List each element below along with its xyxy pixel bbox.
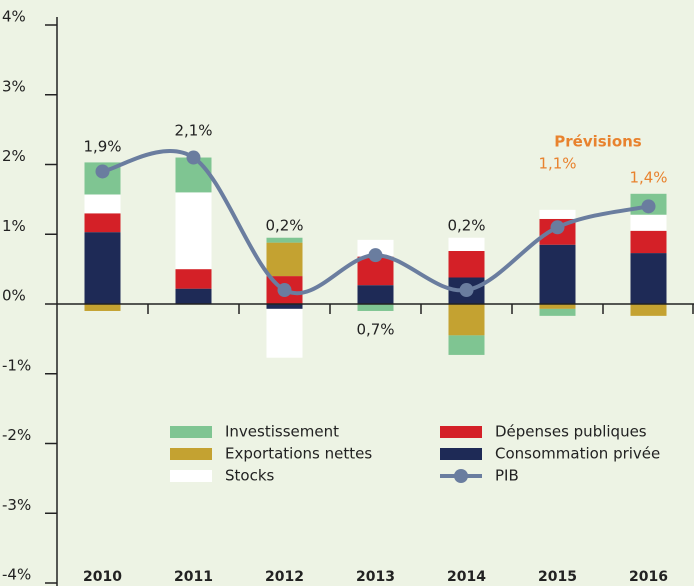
y-tick-label: 2% — [2, 147, 26, 165]
x-tick-label: 2012 — [265, 569, 304, 585]
bar-segment — [630, 304, 667, 316]
legend-swatch — [170, 470, 212, 482]
annotation: Prévisions — [554, 133, 642, 151]
y-tick-label: -4% — [2, 566, 31, 584]
line-marker — [277, 283, 292, 298]
bar-segment — [539, 244, 576, 304]
x-tick-label: 2016 — [629, 569, 668, 585]
bar-segment — [630, 214, 667, 231]
bar-segment — [357, 285, 394, 304]
legend-swatch — [440, 426, 482, 438]
bar-segment — [266, 242, 303, 277]
value-label: 0,2% — [447, 217, 485, 235]
bar-segment — [448, 237, 485, 251]
bar-segment — [266, 304, 303, 309]
bar-segment — [448, 304, 485, 336]
line-marker — [95, 164, 110, 179]
bar-segment — [630, 230, 667, 254]
x-tick-label: 2010 — [83, 569, 122, 585]
bar-segment — [84, 232, 121, 304]
bar-segment — [539, 209, 576, 219]
bar-segment — [357, 304, 394, 311]
value-label: 1,4% — [629, 169, 667, 187]
x-tick-label: 2013 — [356, 569, 395, 585]
x-tick-label: 2014 — [447, 569, 486, 585]
bar-segment — [175, 192, 212, 270]
line-marker — [368, 248, 383, 263]
legend-swatch — [454, 469, 468, 483]
y-tick-label: -1% — [2, 356, 31, 374]
legend-label: PIB — [495, 467, 519, 485]
legend-label: Exportations nettes — [225, 445, 372, 463]
y-tick-label: -2% — [2, 426, 31, 444]
x-tick-label: 2015 — [538, 569, 577, 585]
bar-segment — [539, 304, 576, 309]
line-marker — [641, 199, 656, 214]
x-tick-label: 2011 — [174, 569, 213, 585]
bar-segment — [539, 308, 576, 316]
bar-segment — [84, 304, 121, 311]
value-label: 0,7% — [356, 321, 394, 339]
bar-segment — [448, 250, 485, 278]
value-label: 1,9% — [83, 138, 121, 156]
legend-label: Consommation privée — [495, 445, 660, 463]
legend-swatch — [440, 448, 482, 460]
legend-label: Stocks — [225, 467, 275, 485]
value-label: 1,1% — [538, 155, 576, 173]
bar-segment — [266, 308, 303, 358]
y-tick-label: 3% — [2, 77, 26, 95]
y-tick-label: 0% — [2, 287, 26, 305]
bar-segment — [175, 269, 212, 289]
bar-segment — [448, 335, 485, 355]
bar-segment — [266, 237, 303, 243]
value-label: 0,2% — [265, 217, 303, 235]
bar-segment — [630, 253, 667, 304]
y-tick-label: 1% — [2, 217, 26, 235]
legend-swatch — [170, 448, 212, 460]
legend-swatch — [170, 426, 212, 438]
line-marker — [550, 220, 565, 235]
y-tick-label: 4% — [2, 8, 26, 26]
bar-segment — [84, 194, 121, 214]
line-marker — [186, 150, 201, 165]
legend-label: Dépenses publiques — [495, 423, 647, 441]
y-tick-label: -3% — [2, 496, 31, 514]
bar-segment — [175, 288, 212, 304]
value-label: 2,1% — [174, 122, 212, 140]
bar-segment — [84, 213, 121, 233]
legend-label: Investissement — [225, 423, 339, 441]
line-marker — [459, 283, 474, 298]
